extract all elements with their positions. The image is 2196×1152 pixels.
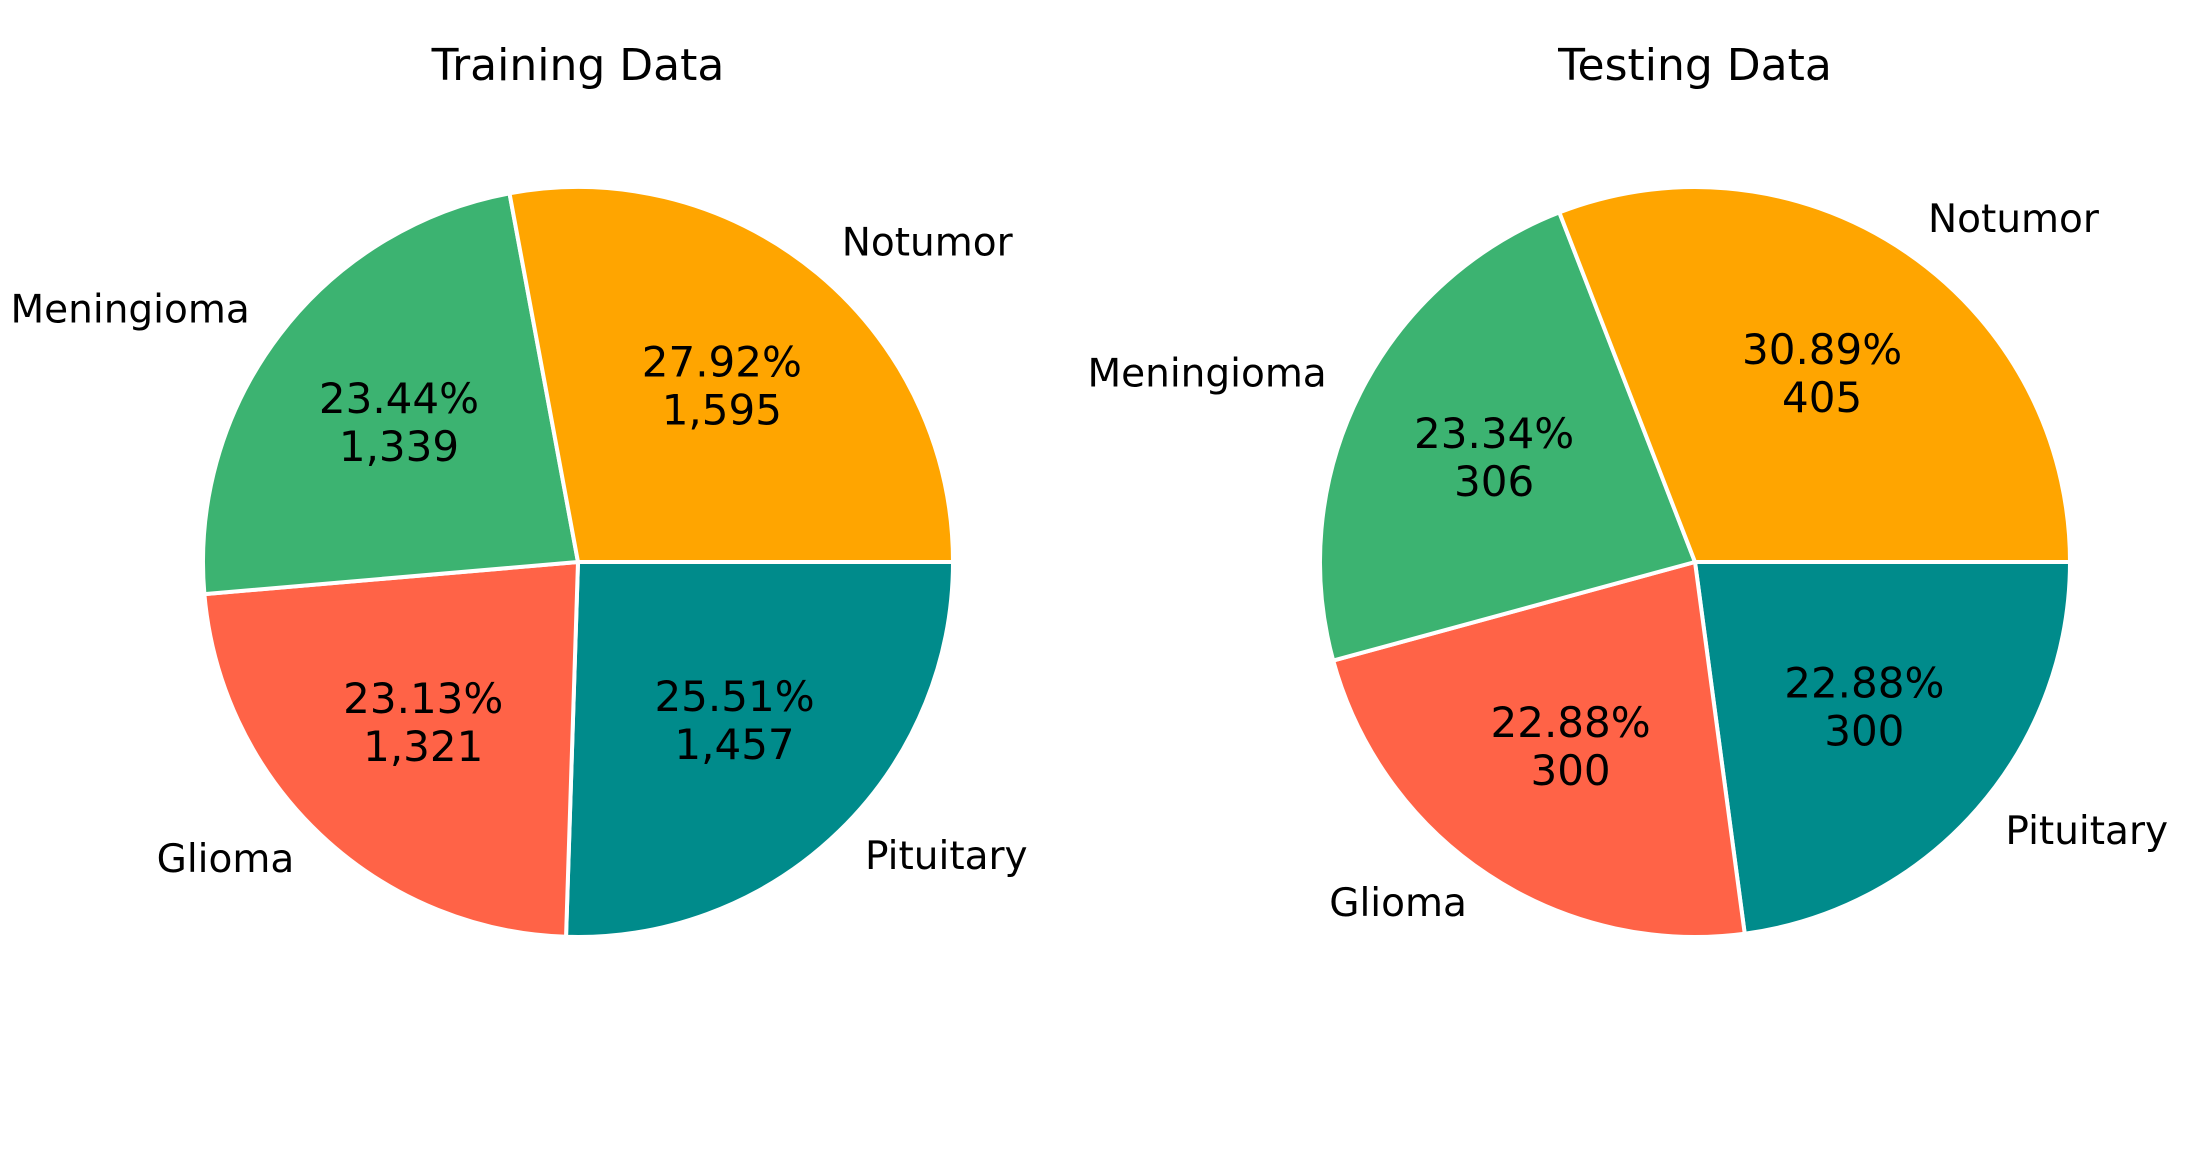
testing-data-label-notumor: Notumor: [1928, 197, 2100, 242]
training-data-count-meningioma: 1,339: [339, 422, 459, 471]
testing-data-percent-pituitary: 22.88%: [1784, 659, 1944, 708]
training-data-slice-glioma: [202, 560, 580, 939]
training-data-percent-meningioma: 23.44%: [319, 374, 479, 423]
testing-data-label-meningioma: Meningioma: [1087, 352, 1326, 397]
testing-data-count-meningioma: 306: [1454, 457, 1534, 506]
training-data-label-notumor: Notumor: [842, 220, 1014, 265]
testing-data-label-glioma: Glioma: [1329, 881, 1467, 926]
training-data-label-glioma: Glioma: [157, 837, 295, 882]
testing-data-percent-notumor: 30.89%: [1742, 325, 1902, 374]
training-data-slice-meningioma: [201, 191, 580, 597]
training-data-slice-pituitary: [564, 560, 955, 939]
testing-data-slice-notumor: [1557, 185, 2072, 564]
training-data-title: Training Data: [431, 40, 725, 91]
testing-data-percent-meningioma: 23.34%: [1414, 409, 1574, 458]
training-data-percent-pituitary: 25.51%: [654, 672, 814, 721]
training-data-count-glioma: 1,321: [363, 722, 483, 771]
training-data-count-pituitary: 1,457: [674, 720, 794, 769]
testing-data-slice-pituitary: [1693, 560, 2072, 936]
testing-data-percent-glioma: 22.88%: [1491, 698, 1651, 747]
testing-data-label-pituitary: Pituitary: [2005, 809, 2168, 854]
training-data-count-notumor: 1,595: [662, 385, 782, 434]
testing-data-count-pituitary: 300: [1824, 707, 1904, 756]
training-data-percent-notumor: 27.92%: [642, 337, 802, 386]
testing-data-count-glioma: 300: [1530, 746, 1610, 795]
testing-data-count-notumor: 405: [1782, 373, 1862, 422]
testing-data-pie: Testing DataPituitary22.88%300Glioma22.8…: [1087, 40, 2168, 939]
training-data-label-pituitary: Pituitary: [865, 834, 1028, 879]
training-data-pie: Training Data Pituitary 25.51%1,457 Glioma 2…: [11, 40, 1028, 939]
testing-data-title: Testing Data: [1557, 40, 1832, 91]
testing-data-slice-glioma: [1331, 560, 1747, 939]
training-data-label-meningioma: Meningioma: [11, 288, 250, 333]
training-data-percent-glioma: 23.13%: [343, 674, 503, 723]
training-data-slice-notumor: [507, 185, 955, 564]
